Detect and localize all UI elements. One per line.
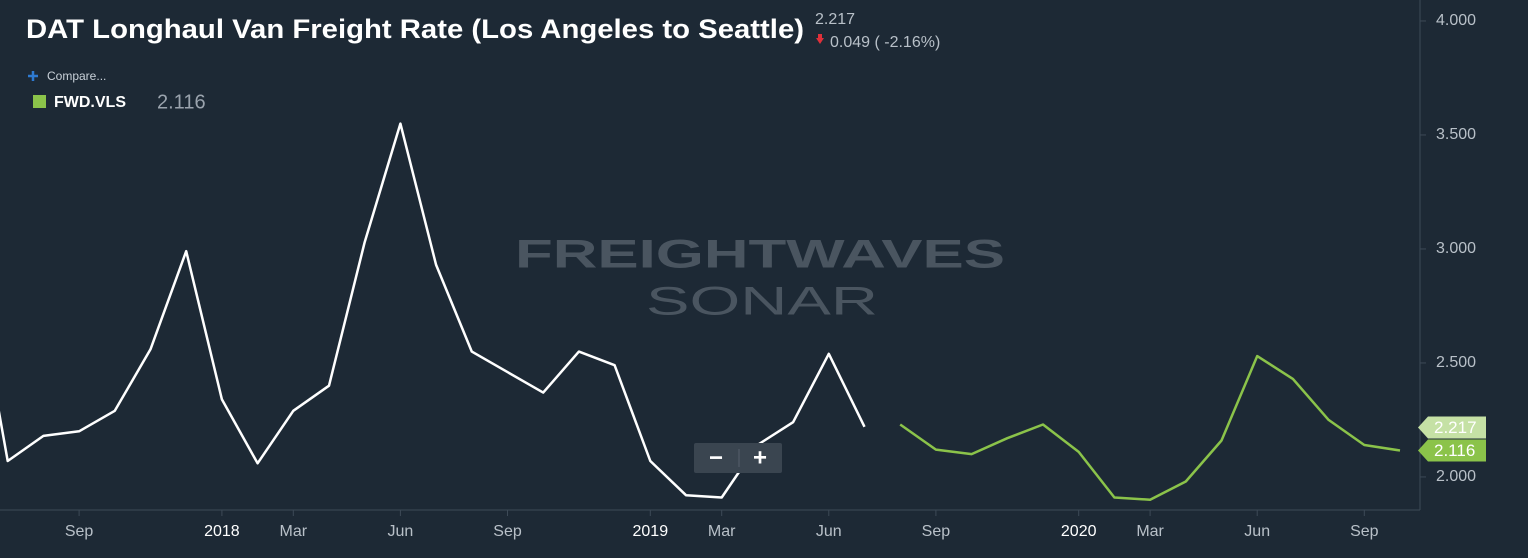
x-tick-label: 2019 (633, 523, 669, 540)
zoom-panel (694, 443, 782, 473)
watermark-text: SONAR (646, 280, 878, 324)
compare-label[interactable]: Compare... (47, 69, 106, 83)
x-tick-label: Sep (922, 523, 951, 540)
x-tick-label: Jun (1244, 523, 1270, 540)
x-tick-label: Sep (65, 523, 94, 540)
legend-label: FWD.VLS (54, 94, 126, 111)
change-label: 0.049 ( -2.16%) (830, 34, 940, 51)
legend-swatch (33, 95, 46, 108)
y-tick-label: 2.000 (1436, 468, 1476, 485)
price-badge-label: 2.217 (1434, 418, 1477, 437)
x-tick-label: 2020 (1061, 523, 1097, 540)
plot-area (0, 122, 1401, 501)
x-tick-label: Mar (1136, 523, 1164, 540)
price-badge-label: 2.116 (1434, 441, 1475, 460)
watermark-text: FREIGHTWAVES (515, 233, 1005, 277)
x-tick-label: Sep (493, 523, 522, 540)
compare-button[interactable]: Compare... (28, 69, 106, 83)
x-tick-label: Jun (816, 523, 842, 540)
y-tick-label: 3.500 (1436, 126, 1476, 143)
zoom-controls: − + (694, 443, 782, 473)
price-badge (1418, 416, 1486, 439)
price-badge (1418, 439, 1486, 462)
x-tick-label: Jun (388, 523, 414, 540)
x-tick-label: Sep (1350, 523, 1379, 540)
y-tick-label: 4.000 (1436, 12, 1476, 29)
series-line (0, 122, 866, 499)
series-line (899, 354, 1401, 501)
legend-value: 2.116 (157, 91, 206, 113)
plus-icon (28, 71, 38, 81)
x-tick-label: 2018 (204, 523, 240, 540)
x-tick-label: Mar (280, 523, 308, 540)
watermark: FREIGHTWAVES SONAR (515, 233, 1005, 324)
current-value: 2.217 (815, 11, 855, 28)
chart-title: DAT Longhaul Van Freight Rate (Los Angel… (26, 14, 804, 44)
zoom-out[interactable]: − (709, 444, 723, 471)
zoom-in[interactable]: + (753, 444, 767, 471)
y-tick-label: 3.000 (1436, 240, 1476, 257)
y-tick-label: 2.500 (1436, 354, 1476, 371)
x-tick-label: Mar (708, 523, 736, 540)
down-arrow (816, 34, 824, 44)
